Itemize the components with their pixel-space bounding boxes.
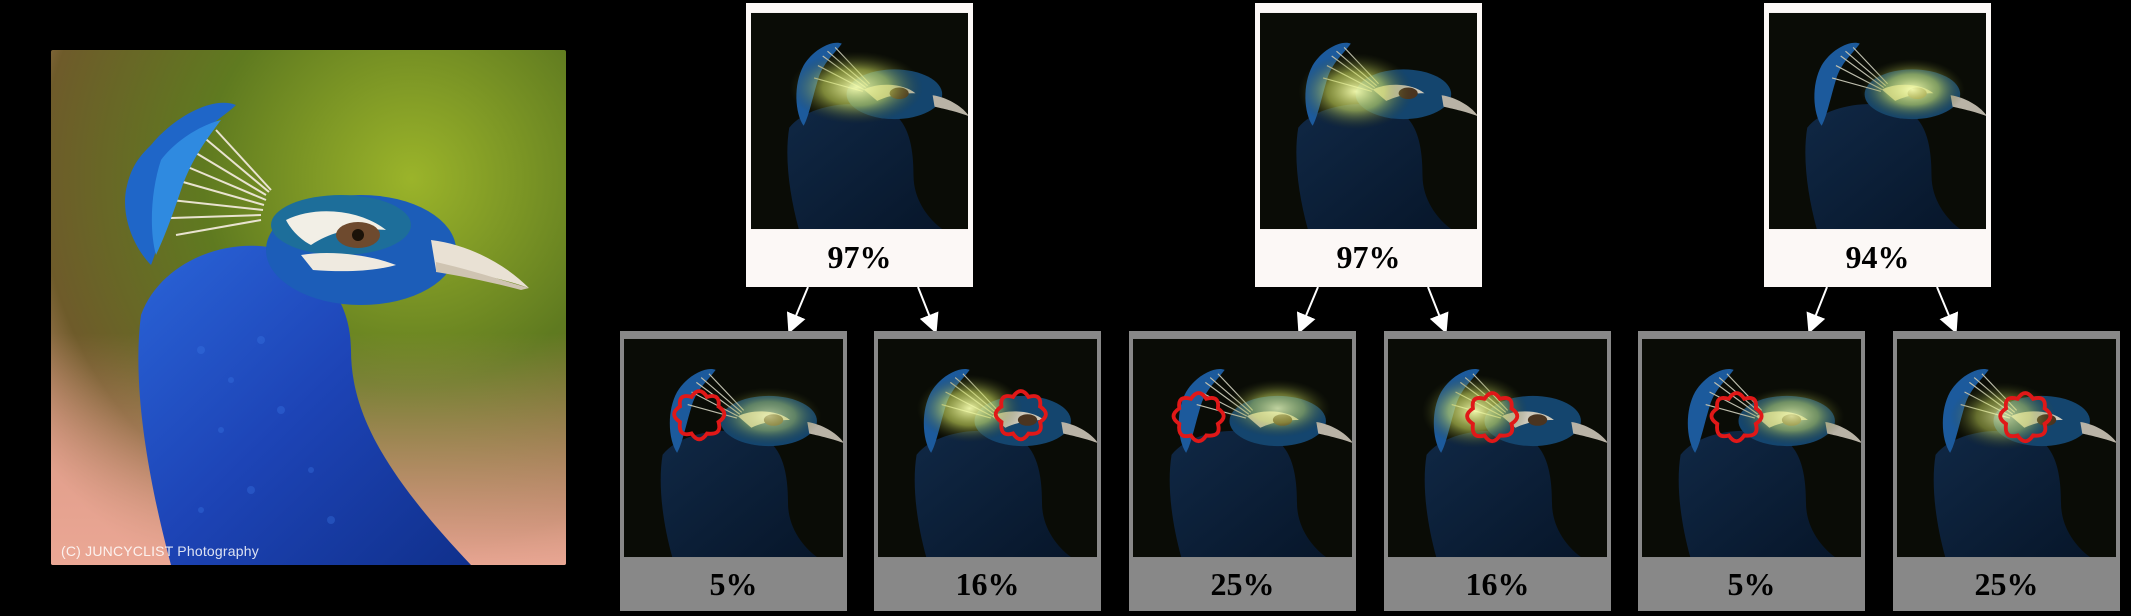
- original-peacock-photo: (C) JUNCYCLIST Photography: [51, 50, 566, 565]
- bottom-card-1a: 5%: [620, 331, 847, 611]
- patch-outline: [672, 389, 727, 442]
- bottom-percent-1a: 5%: [709, 566, 758, 602]
- saliency-thumb-3: [1769, 12, 1986, 230]
- patch-thumb-2a: [1133, 338, 1352, 558]
- bottom-card-3a: 5%: [1638, 331, 1865, 611]
- top-card-1: 97%: [746, 3, 973, 287]
- arrow-2b: [1427, 286, 1449, 334]
- patch-outline: [1998, 391, 2053, 444]
- patch-outline: [1709, 391, 1764, 444]
- arrow-1b: [917, 286, 939, 334]
- arrow-3b: [1936, 286, 1959, 334]
- bottom-card-2a: 25%: [1129, 331, 1356, 611]
- arrow-3a: [1806, 286, 1828, 334]
- photo-watermark: (C) JUNCYCLIST Photography: [61, 543, 259, 559]
- bottom-percent-2a: 25%: [1210, 566, 1275, 602]
- saliency-thumb-1: [751, 12, 968, 230]
- bottom-card-1b: 16%: [874, 331, 1101, 611]
- bottom-card-3b: 25%: [1893, 331, 2120, 611]
- bottom-percent-3a: 5%: [1727, 566, 1776, 602]
- bottom-percent-1b: 16%: [955, 566, 1020, 602]
- bottom-card-2b: 16%: [1384, 331, 1611, 611]
- patch-thumb-1a: [624, 338, 843, 558]
- top-percent-2: 97%: [1336, 239, 1401, 275]
- patch-thumb-2b: [1388, 338, 1607, 558]
- patch-outline: [1171, 391, 1226, 444]
- bottom-percent-2b: 16%: [1465, 566, 1530, 602]
- arrow-2a: [1296, 286, 1319, 334]
- patch-outline: [993, 389, 1048, 442]
- top-card-2: 97%: [1255, 3, 1482, 287]
- patch-thumb-1b: [878, 338, 1097, 558]
- top-percent-1: 97%: [827, 239, 892, 275]
- arrow-1a: [786, 286, 809, 334]
- bottom-percent-3b: 25%: [1974, 566, 2039, 602]
- patch-thumb-3a: [1642, 338, 1861, 558]
- peacock-illustration: [51, 50, 566, 565]
- top-percent-3: 94%: [1845, 239, 1910, 275]
- patch-thumb-3b: [1897, 338, 2116, 558]
- top-card-3: 94%: [1764, 3, 1991, 287]
- saliency-thumb-2: [1260, 12, 1477, 230]
- patch-outline: [1465, 391, 1520, 444]
